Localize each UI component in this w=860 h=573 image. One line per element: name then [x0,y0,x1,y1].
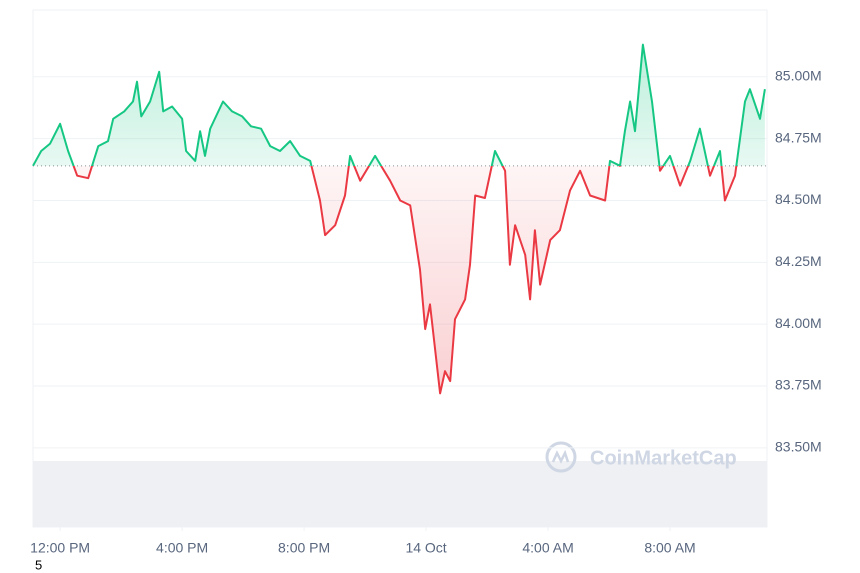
watermark-logo [545,441,577,473]
y-tick-label: 83.50M [775,439,822,455]
y-tick-label: 85.00M [775,67,822,83]
watermark-logo-mark [551,449,570,464]
page-marker: 5 [35,557,42,572]
x-tick-label: 8:00 PM [278,540,330,556]
x-tick-label: 14 Oct [405,540,446,556]
watermark: CoinMarketCap [545,441,737,473]
price-line [32,43,766,395]
y-tick-label: 84.75M [775,129,822,145]
x-tick-label: 4:00 AM [522,540,573,556]
y-tick-label: 84.50M [775,191,822,207]
x-tick-label: 4:00 PM [156,540,208,556]
x-tick-label: 12:00 PM [30,540,90,556]
area [33,44,765,394]
volume-area [33,461,767,527]
x-tick-label: 8:00 AM [644,540,695,556]
y-tick-label: 83.75M [775,377,822,393]
y-tick-label: 84.00M [775,315,822,331]
y-tick-label: 84.25M [775,253,822,269]
watermark-text: CoinMarketCap [590,447,737,469]
